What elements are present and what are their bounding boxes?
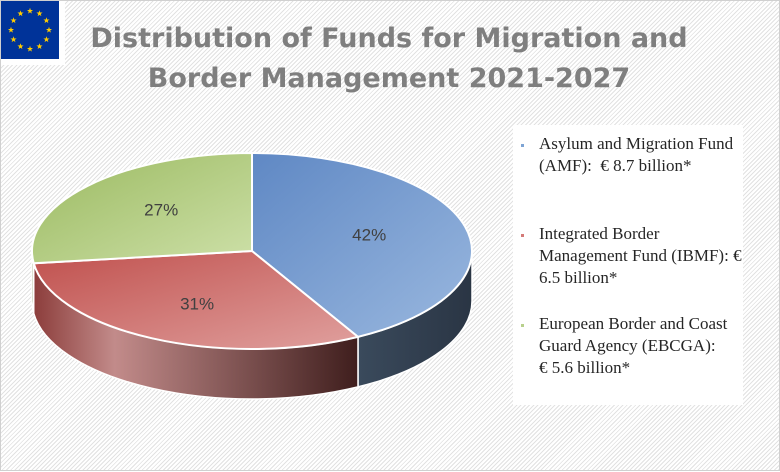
eu-star xyxy=(26,7,34,14)
eu-star xyxy=(17,10,24,17)
chart-title: Distribution of Funds for Migration and … xyxy=(89,19,689,99)
chart-title-line-1: Distribution of Funds for Migration and xyxy=(90,23,688,54)
pie-label-amf: 42% xyxy=(352,225,386,244)
legend-label-ebcga: European Border and Coast Guard Agency (… xyxy=(539,314,742,377)
chart-title-line-2: Border Management 2021-2027 xyxy=(147,63,631,94)
eu-flag-icon xyxy=(1,1,65,65)
legend-label-amf: Asylum and Migration Fund (AMF): € 8.7 b… xyxy=(539,134,738,175)
legend-label-ibmf: Integrated Border Management Fund (IBMF)… xyxy=(539,224,746,287)
eu-star xyxy=(43,17,50,24)
pie-label-ebcga: 27% xyxy=(144,200,178,219)
pie-slice-amf xyxy=(251,151,473,338)
pie-slice-ibmf xyxy=(32,249,361,350)
legend-marker-ibmf xyxy=(521,234,524,237)
legend: Asylum and Migration Fund (AMF): € 8.7 b… xyxy=(513,125,743,405)
eu-star xyxy=(45,26,53,33)
legend-marker-amf xyxy=(521,144,524,147)
eu-star xyxy=(10,36,17,43)
eu-star xyxy=(7,26,15,33)
eu-star xyxy=(36,10,43,17)
eu-star xyxy=(10,17,17,24)
eu-star xyxy=(36,43,43,50)
pie-label-ibmf: 31% xyxy=(180,295,214,314)
eu-star xyxy=(43,36,50,43)
eu-star xyxy=(17,43,24,50)
legend-marker-ebcga xyxy=(521,324,524,327)
eu-star xyxy=(26,45,34,52)
pie-slice-ebcga xyxy=(31,151,253,265)
